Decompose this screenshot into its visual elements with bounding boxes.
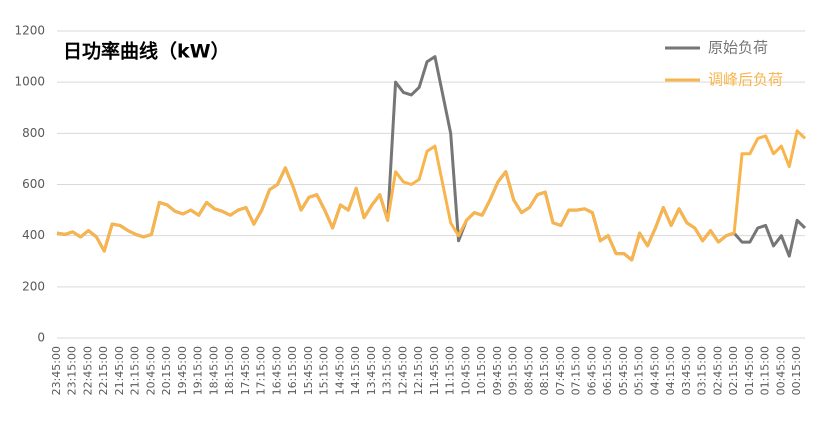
x-tick-label: 13:45:00 <box>365 346 378 395</box>
x-tick-label: 05:15:00 <box>633 346 646 395</box>
legend-label: 原始负荷 <box>708 39 768 57</box>
x-tick-label: 02:15:00 <box>727 346 740 395</box>
x-tick-label: 06:45:00 <box>585 346 598 395</box>
x-tick-label: 07:15:00 <box>570 346 583 395</box>
x-tick-label: 19:45:00 <box>176 346 189 395</box>
x-tick-label: 09:15:00 <box>507 346 520 395</box>
x-tick-label: 16:45:00 <box>270 346 283 395</box>
x-tick-label: 04:45:00 <box>648 346 661 395</box>
x-tick-label: 11:15:00 <box>444 346 457 395</box>
x-tick-label: 13:15:00 <box>381 346 394 395</box>
y-tick-label: 1200 <box>14 24 45 38</box>
y-tick-label: 400 <box>22 228 45 242</box>
x-tick-label: 17:15:00 <box>255 346 268 395</box>
x-tick-label: 03:45:00 <box>680 346 693 395</box>
legend-label: 调峰后负荷 <box>708 71 783 89</box>
x-tick-label: 23:15:00 <box>66 346 79 395</box>
x-tick-label: 20:15:00 <box>160 346 173 395</box>
x-tick-label: 11:45:00 <box>428 346 441 395</box>
line-series <box>56 55 807 262</box>
x-tick-label: 12:15:00 <box>412 346 425 395</box>
x-tick-label: 06:15:00 <box>601 346 614 395</box>
x-tick-label: 08:45:00 <box>522 346 535 395</box>
chart-title: 日功率曲线（kW） <box>63 40 230 63</box>
x-tick-label: 22:15:00 <box>97 346 110 395</box>
x-tick-label: 12:45:00 <box>396 346 409 395</box>
x-tick-label: 14:15:00 <box>349 346 362 395</box>
x-tick-label: 05:45:00 <box>617 346 630 395</box>
x-tick-label: 08:15:00 <box>538 346 551 395</box>
x-tick-label: 01:45:00 <box>743 346 756 395</box>
line-series <box>56 129 807 262</box>
x-tick-label: 15:45:00 <box>302 346 315 395</box>
x-tick-label: 10:15:00 <box>475 346 488 395</box>
x-tick-label: 22:45:00 <box>81 346 94 395</box>
x-tick-label: 23:45:00 <box>50 346 63 395</box>
x-tick-label: 00:15:00 <box>790 346 803 395</box>
x-tick-label: 21:15:00 <box>129 346 142 395</box>
x-tick-label: 18:45:00 <box>207 346 220 395</box>
x-tick-label: 00:45:00 <box>774 346 787 395</box>
y-tick-label: 0 <box>37 331 45 345</box>
x-tick-label: 03:15:00 <box>696 346 709 395</box>
x-tick-label: 14:45:00 <box>333 346 346 395</box>
x-tick-label: 07:45:00 <box>554 346 567 395</box>
y-tick-label: 600 <box>22 177 45 191</box>
x-tick-label: 20:45:00 <box>144 346 157 395</box>
y-tick-label: 800 <box>22 126 45 140</box>
x-tick-label: 21:45:00 <box>113 346 126 395</box>
x-tick-label: 18:15:00 <box>223 346 236 395</box>
x-tick-label: 16:15:00 <box>286 346 299 395</box>
y-tick-label: 200 <box>22 279 45 293</box>
x-tick-label: 09:45:00 <box>491 346 504 395</box>
x-tick-label: 02:45:00 <box>711 346 724 395</box>
x-tick-label: 01:15:00 <box>759 346 772 395</box>
x-tick-label: 19:15:00 <box>192 346 205 395</box>
x-tick-label: 04:15:00 <box>664 346 677 395</box>
x-tick-label: 10:45:00 <box>459 346 472 395</box>
y-tick-label: 1000 <box>14 75 45 89</box>
x-tick-label: 17:45:00 <box>239 346 252 395</box>
x-tick-label: 15:15:00 <box>318 346 331 395</box>
